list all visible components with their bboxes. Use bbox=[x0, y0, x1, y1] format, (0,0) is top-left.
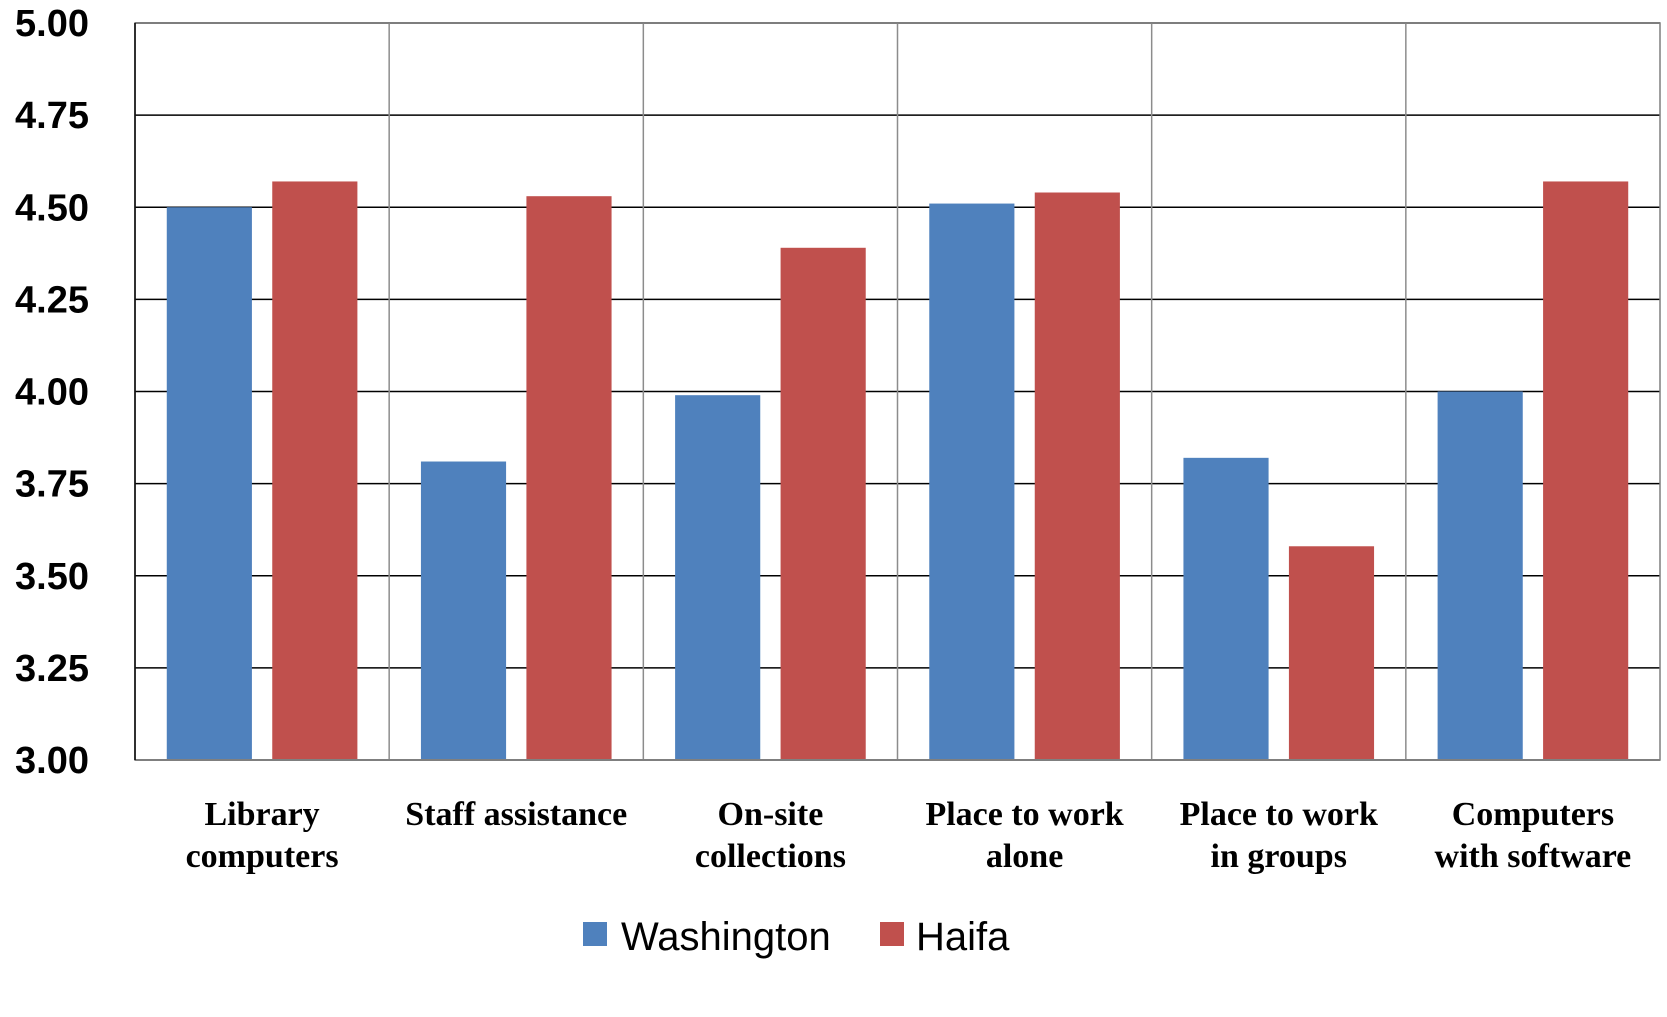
gridlines bbox=[135, 22, 1660, 761]
bar-haifa-3 bbox=[1034, 192, 1120, 760]
bar-haifa-2 bbox=[780, 247, 866, 760]
y-tick-label: 4.50 bbox=[15, 187, 89, 229]
legend-swatch-washington bbox=[583, 922, 607, 946]
legend-label-washington: Washington bbox=[621, 915, 831, 959]
bar-washington-1 bbox=[420, 461, 507, 760]
legend-swatch-haifa bbox=[880, 922, 904, 946]
bars bbox=[166, 181, 1629, 760]
y-tick-label: 4.75 bbox=[15, 95, 89, 137]
y-axis-tick-labels: 3.00 3.25 3.50 3.75 4.00 4.25 4.50 4.75 5.00 bbox=[15, 3, 89, 782]
x-axis-tick-labels: Library computers Staff assistance On-site c… bbox=[186, 796, 1632, 875]
bar-haifa-0 bbox=[272, 181, 358, 760]
x-tick-label: On-site collections bbox=[695, 796, 846, 875]
y-tick-label: 3.50 bbox=[15, 556, 89, 598]
x-tick-label: Staff assistance bbox=[405, 796, 627, 833]
y-tick-label: 3.25 bbox=[15, 648, 89, 690]
bar-haifa-1 bbox=[526, 196, 612, 760]
bar-haifa-5 bbox=[1543, 181, 1629, 760]
bar-washington-0 bbox=[166, 207, 252, 760]
x-tick-label: Place to work in groups bbox=[1180, 796, 1378, 875]
legend-label-haifa: Haifa bbox=[916, 915, 1010, 959]
x-tick-label: Computers with software bbox=[1435, 796, 1632, 875]
bar-washington-4 bbox=[1183, 457, 1269, 760]
y-tick-label: 5.00 bbox=[15, 3, 89, 45]
legend: Washington Haifa bbox=[583, 915, 1010, 959]
bar-haifa-4 bbox=[1288, 546, 1375, 760]
bar-washington-2 bbox=[675, 395, 761, 760]
x-tick-label: Place to work alone bbox=[925, 796, 1123, 875]
y-tick-label: 3.00 bbox=[15, 740, 89, 782]
bar-washington-5 bbox=[1437, 391, 1523, 760]
axes bbox=[134, 22, 1661, 761]
bar-washington-3 bbox=[929, 203, 1015, 760]
y-tick-label: 3.75 bbox=[15, 464, 89, 506]
y-tick-label: 4.25 bbox=[15, 279, 89, 321]
y-tick-label: 4.00 bbox=[15, 372, 89, 414]
x-tick-label: Library computers bbox=[186, 796, 339, 875]
